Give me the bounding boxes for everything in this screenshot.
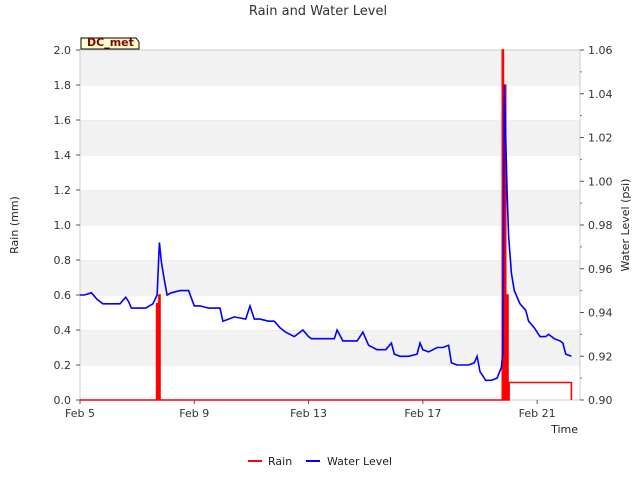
left-tick-label: 1.8 <box>54 79 72 92</box>
plot-band <box>80 190 580 225</box>
left-axis-title: Rain (mm) <box>8 196 21 254</box>
site-label-box: DC_met <box>80 36 140 50</box>
left-tick-label: 1.6 <box>54 114 72 127</box>
water-level-series-line <box>80 84 572 382</box>
plot-band <box>80 330 580 365</box>
x-tick-label: Feb 17 <box>404 407 441 420</box>
x-tick-label: Feb 13 <box>290 407 327 420</box>
left-tick-label: 0.8 <box>54 254 72 267</box>
x-tick-label: Feb 21 <box>519 407 556 420</box>
left-axis-ticks: 0.0 0.2 0.4 0.6 0.8 1.0 1.2 1.4 1.6 1.8 2.0 <box>54 44 80 407</box>
left-tick-label: 0.2 <box>54 359 72 372</box>
left-tick-label: 1.0 <box>54 219 72 232</box>
left-tick-label: 0.6 <box>54 289 72 302</box>
left-tick-label: 1.4 <box>54 149 72 162</box>
right-tick-label: 1.04 <box>588 88 613 101</box>
right-tick-label: 1.06 <box>588 44 613 57</box>
rain-series-line <box>80 49 573 401</box>
plot-band <box>80 155 580 190</box>
plot-band <box>80 50 580 85</box>
left-tick-label: 2.0 <box>54 44 72 57</box>
plot-band <box>80 120 580 155</box>
legend-water-label: Water Level <box>327 455 392 468</box>
plot-band <box>80 365 580 400</box>
right-axis-ticks: 0.90 0.92 0.94 0.96 0.98 1.00 1.02 1.04 1.06 <box>580 44 613 407</box>
plot-band <box>80 295 580 330</box>
plot-band <box>80 85 580 120</box>
right-tick-label: 0.94 <box>588 307 613 320</box>
right-tick-label: 1.02 <box>588 132 613 145</box>
left-tick-label: 1.2 <box>54 184 72 197</box>
site-label-background <box>80 37 140 50</box>
x-axis-title: Time <box>550 423 578 436</box>
legend-rain-label: Rain <box>268 455 292 468</box>
left-tick-label: 0.0 <box>54 394 72 407</box>
plot-band <box>80 225 580 260</box>
x-tick-label: Feb 9 <box>179 407 209 420</box>
right-axis-title: Water Level (psi) <box>619 179 632 272</box>
x-tick-label: Feb 5 <box>65 407 95 420</box>
legend: Rain Water Level <box>248 455 392 468</box>
site-label: DC_met <box>87 36 134 49</box>
right-tick-label: 0.98 <box>588 219 613 232</box>
right-tick-label: 0.90 <box>588 394 613 407</box>
left-tick-label: 0.4 <box>54 324 72 337</box>
chart-title: Rain and Water Level <box>249 4 387 19</box>
right-tick-label: 1.00 <box>588 175 613 188</box>
x-axis-ticks: Feb 5 Feb 9 Feb 13 Feb 17 Feb 21 <box>65 400 556 420</box>
right-tick-label: 0.96 <box>588 263 613 276</box>
right-tick-label: 0.92 <box>588 350 613 363</box>
